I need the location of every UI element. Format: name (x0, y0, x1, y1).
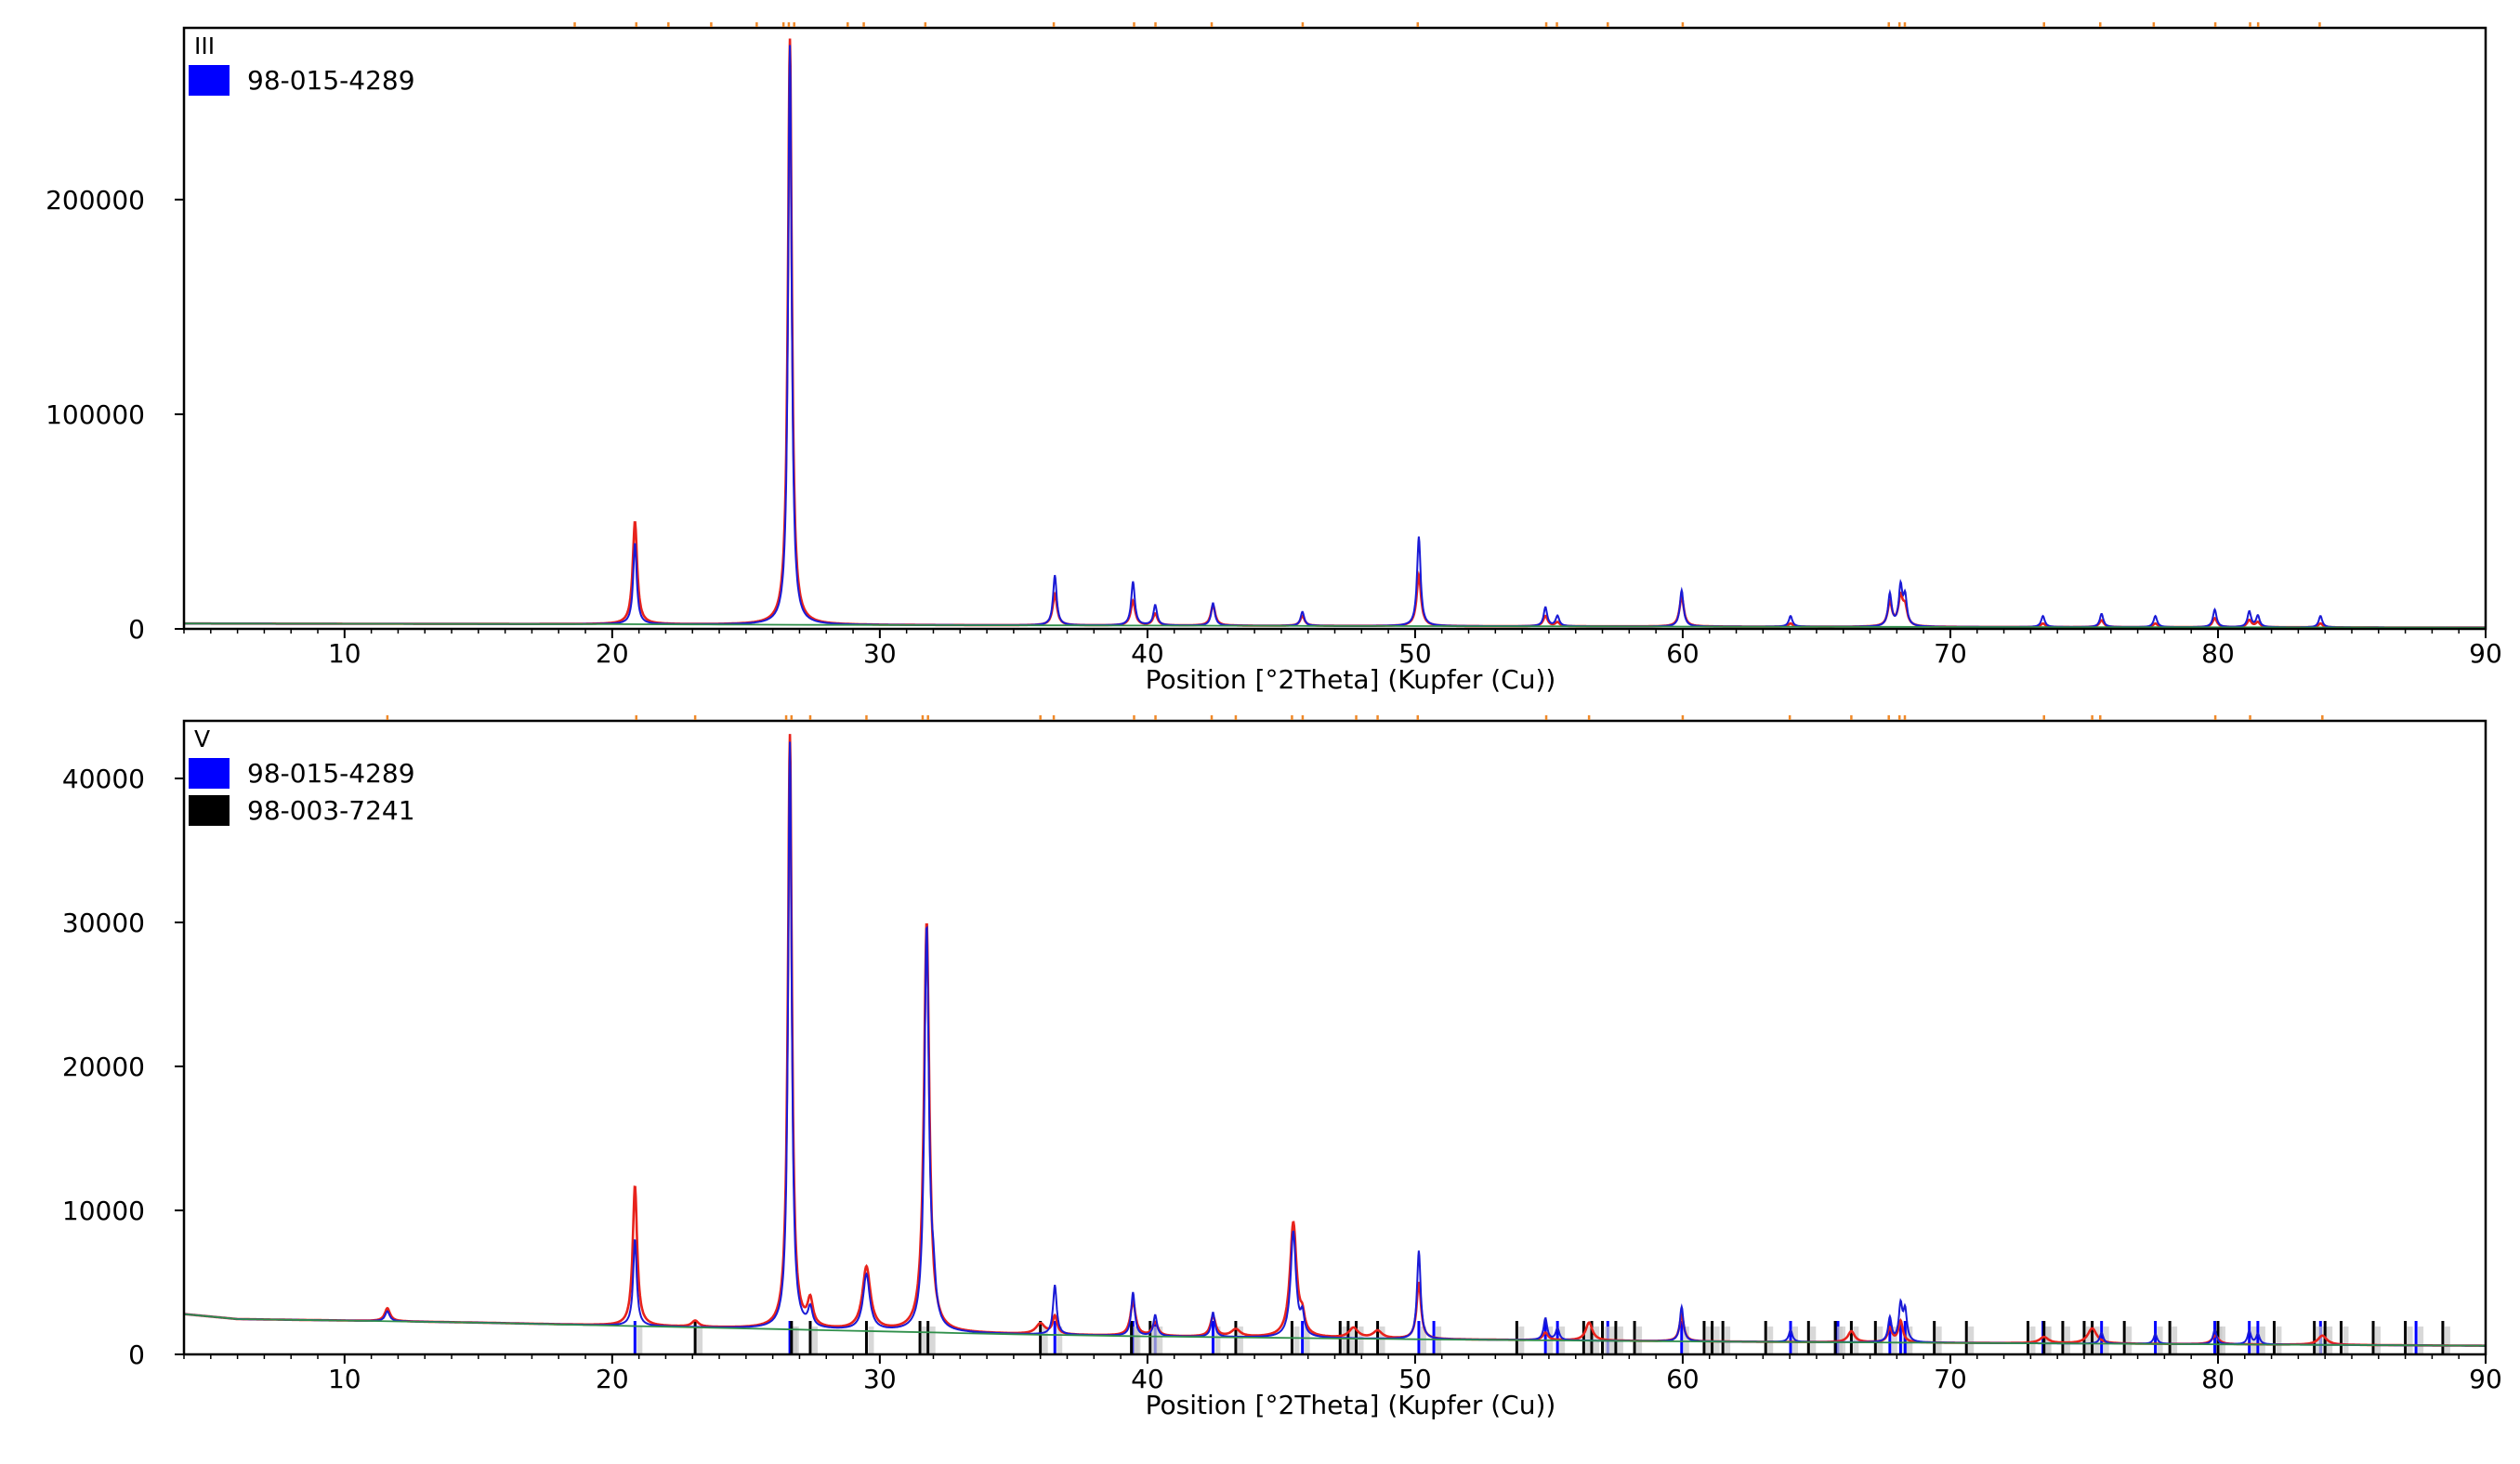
legend-swatch (189, 795, 230, 826)
x-tick-label: 90 (2469, 638, 2502, 669)
x-tick-label: 10 (328, 638, 361, 669)
x-tick-label: 40 (1131, 1364, 1164, 1394)
legend-label: 98-015-4289 (247, 758, 415, 789)
chart-panel-1: 10 20 30 40 50 60 70 80 90 0 100000 200000 Position … (46, 22, 2502, 695)
x-tick-label: 70 (1934, 1364, 1967, 1394)
legend-swatch (189, 758, 230, 789)
background-line (183, 622, 2486, 629)
y-tick-label: 0 (128, 614, 145, 645)
series-calculated (184, 45, 2486, 629)
legend-label: 98-003-7241 (247, 795, 415, 826)
plot-frame (182, 719, 2487, 1356)
x-tick-label: 10 (328, 1364, 361, 1394)
x-tick-label: 30 (863, 1364, 897, 1394)
x-tick-label: 60 (1666, 638, 1700, 669)
x-tick-label: 20 (596, 1364, 629, 1394)
x-tick-label: 30 (863, 638, 897, 669)
y-tick-label: 20000 (62, 1052, 145, 1082)
y-tick-label: 100000 (46, 399, 145, 430)
x-tick-label: 20 (596, 638, 629, 669)
x-tick-label: 80 (2201, 638, 2235, 669)
series-observed (184, 734, 2486, 1347)
legend-swatch (189, 65, 230, 96)
panel-label: III (194, 33, 215, 59)
series-observed (184, 38, 2486, 629)
x-tick-label: 80 (2201, 1364, 2235, 1394)
x-tick-label: 60 (1666, 1364, 1700, 1394)
x-axis-title: Position [°2Theta] (Kupfer (Cu)) (1146, 664, 1556, 695)
panel-label: V (194, 725, 210, 752)
y-tick-label: 30000 (62, 908, 145, 938)
y-tick-label: 10000 (62, 1196, 145, 1226)
plot-frame (182, 26, 2487, 631)
chart-panel-2: 10 20 30 40 50 60 70 80 90 0 10000 20000 30000 40000 P… (62, 715, 2502, 1420)
x-tick-label: 70 (1934, 638, 1967, 669)
x-tick-label: 50 (1398, 638, 1432, 669)
y-tick-label: 200000 (46, 185, 145, 216)
background-line (183, 1313, 2487, 1347)
y-tick-label: 40000 (62, 764, 145, 794)
x-tick-label: 40 (1131, 638, 1164, 669)
legend-label: 98-015-4289 (247, 65, 415, 96)
x-tick-label: 50 (1398, 1364, 1432, 1394)
x-tick-label: 90 (2469, 1364, 2502, 1394)
series-calculated (184, 741, 2486, 1347)
x-axis-title: Position [°2Theta] (Kupfer (Cu)) (1146, 1390, 1556, 1420)
y-tick-label: 0 (128, 1340, 145, 1370)
